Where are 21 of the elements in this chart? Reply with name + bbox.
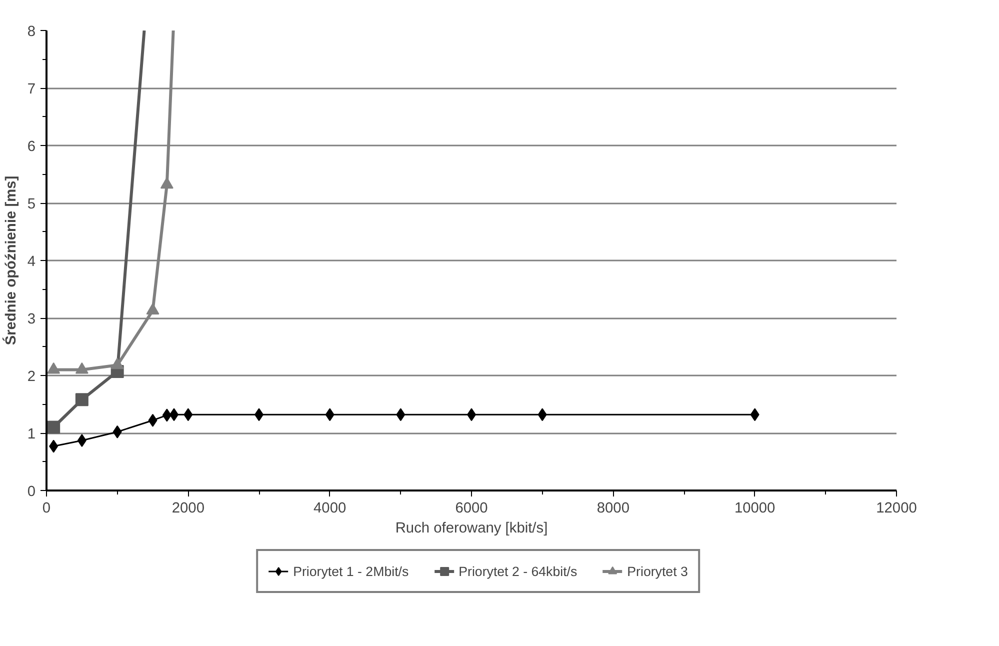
y-tick-label: 8 (27, 24, 36, 40)
y-tick-label: 7 (27, 82, 36, 98)
x-tick-label: 2000 (172, 500, 204, 516)
y-tick-label: 1 (27, 426, 36, 442)
x-tick-label: 4000 (314, 500, 346, 516)
y-tick-label: 4 (27, 254, 36, 270)
y-tick-label: 0 (27, 484, 36, 500)
x-tick-label: 8000 (596, 500, 630, 516)
y-tick-label: 2 (27, 369, 36, 385)
legend-label: Priorytet 2 - 64kbit/s (458, 564, 578, 578)
legend-label: Priorytet 1 - 2Mbit/s (293, 564, 409, 578)
y-tick-label: 6 (27, 139, 36, 155)
x-tick-label: 10000 (734, 500, 776, 516)
legend-label: Priorytet 3 (627, 564, 688, 578)
y-axis-title: Średnie opóźnienie [ms] (2, 176, 20, 346)
y-tick-label: 3 (27, 312, 36, 328)
x-tick-label: 6000 (455, 500, 488, 516)
x-tick-label: 12000 (876, 500, 917, 516)
x-axis-title: Ruch oferowany [kbit/s] (395, 520, 548, 536)
x-tick-label: 0 (42, 500, 51, 516)
y-tick-label: 5 (27, 196, 36, 212)
